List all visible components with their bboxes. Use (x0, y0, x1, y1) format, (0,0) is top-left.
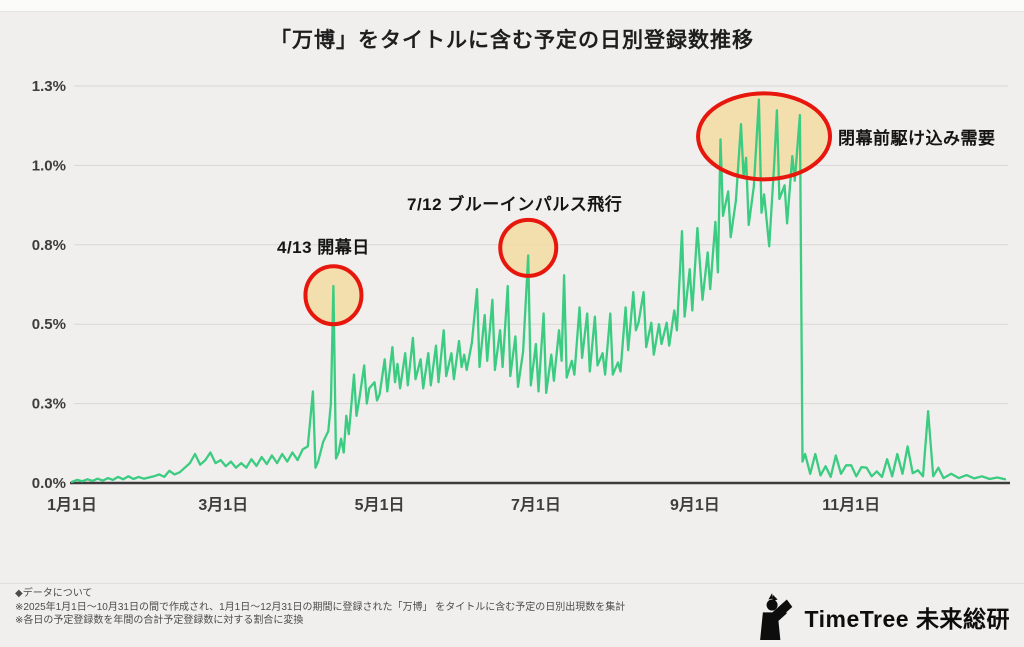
annotation-label-opening-day: 4/13 開幕日 (277, 238, 370, 257)
chart-title: 「万博」をタイトルに含む予定の日別登録数推移 (270, 29, 754, 52)
footer-heading: ◆データについて (15, 588, 93, 599)
highlight-ring (303, 264, 364, 327)
x-tick-label: 7月1日 (511, 496, 561, 514)
x-tick-label: 3月1日 (198, 496, 248, 514)
x-tick-label: 11月1日 (822, 496, 880, 514)
series-line (70, 98, 1007, 483)
highlight-ring (498, 217, 559, 278)
line-chart: 1.3% 1.0% 0.8% 0.5% 0.3% 0.0% 1月1日 3月1日 5月1日 7月1日… (32, 78, 1010, 514)
footer-note-2: ※各日の予定登録数を年間の合計予定登録数に対する割合に変換 (15, 615, 304, 626)
y-tick-label: 0.5% (32, 316, 66, 333)
footer-note-1: ※2025年1月1日〜10月31日の間で作成され、1月1日〜12月31日の期間に… (15, 601, 626, 613)
timetree-logo-icon (759, 593, 792, 640)
y-tick-label: 1.3% (32, 78, 66, 95)
y-tick-label: 0.0% (32, 475, 66, 492)
y-tick-label: 1.0% (32, 157, 66, 174)
highlight-fill (500, 219, 557, 276)
y-tick-label: 0.8% (32, 237, 66, 254)
x-tick-label: 9月1日 (670, 496, 720, 514)
highlight-ring (696, 91, 833, 182)
timetree-logo: TimeTree 未来総研 (750, 592, 1010, 642)
footer-divider (0, 583, 1024, 584)
y-tick-label: 0.3% (32, 396, 66, 413)
x-tick-label: 5月1日 (355, 496, 405, 514)
x-tick-label: 1月1日 (47, 496, 97, 514)
footer-notes: ◆データについて ※2025年1月1日〜10月31日の間で作成され、1月1日〜1… (15, 587, 775, 628)
annotation-label-last-minute-demand: 閉幕前駆け込み需要 (838, 129, 996, 148)
top-strip (0, 0, 1024, 12)
timetree-logo-text: TimeTree 未来総研 (804, 606, 1010, 632)
annotation-label-blue-impulse: 7/12 ブルーインパルス飛行 (407, 195, 623, 214)
